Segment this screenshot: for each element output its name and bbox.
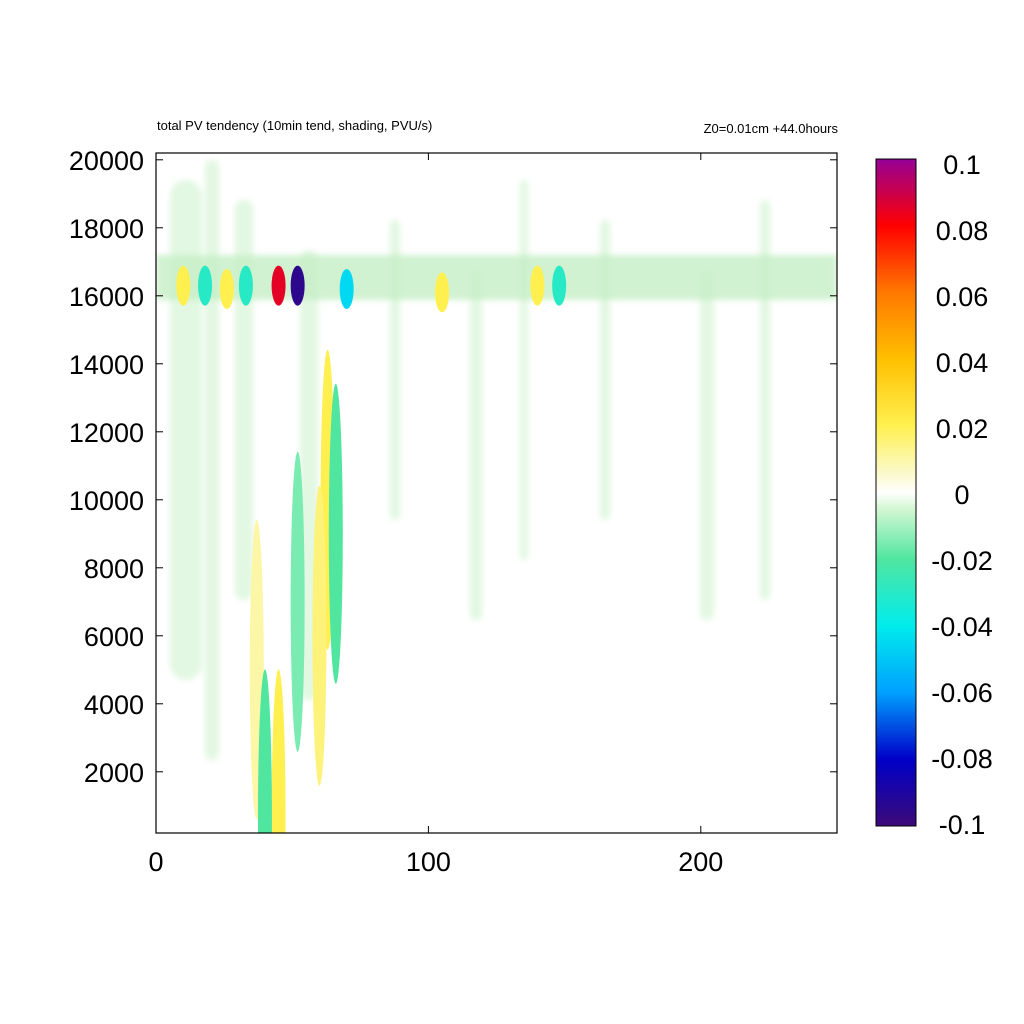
y-tick-label: 12000 [69,418,144,448]
colorbar-tick-label: -0.06 [931,678,993,708]
heatmap-cell [170,180,202,680]
heatmap-cell [470,270,482,620]
colorbar-tick-label: 0.02 [936,414,989,444]
colorbar-tick-label: 0.1 [943,150,981,180]
heatmap-cell [198,265,213,306]
y-tick-label: 20000 [69,146,144,176]
heatmap-cell [328,383,343,684]
x-tick-label: 0 [148,847,163,877]
y-tick-label: 4000 [84,690,144,720]
heatmap-cell [520,180,528,560]
chart-subtitle: Z0=0.01cm +44.0hours [703,121,838,136]
heatmap-cell [435,272,450,313]
heatmap-cell [312,485,327,786]
colorbar-tick-label: -0.1 [939,810,986,840]
colorbar-tick-label: 0 [954,480,969,510]
plot-frame [155,152,838,834]
y-tick-label: 8000 [84,554,144,584]
y-tick-label: 18000 [69,214,144,244]
heatmap-cell [176,265,191,306]
y-tick-label: 14000 [69,350,144,380]
heatmap-cell [205,160,219,760]
heatmap-cell [257,669,272,833]
axis-ticks: 0 100 200 2000 4000 6000 8000 10000 12000 14000 16… [69,146,837,877]
heatmap-cell [219,269,234,309]
heatmap-field [156,160,837,833]
y-tick-label: 10000 [69,486,144,516]
heatmap-cell [290,265,305,306]
heatmap-cell [339,269,354,309]
colorbar-tick-label: -0.08 [931,744,993,774]
colorbar-tick-label: 0.06 [936,282,989,312]
colorbar-labels: 0.1 0.08 0.06 0.04 0.02 0 -0.02 -0.04 -0.06 -0.08… [931,150,993,840]
colorbar-tick-label: -0.04 [931,612,993,642]
heatmap-cell [290,451,305,752]
heatmap-cell [271,265,286,306]
colorbar-tick-label: 0.08 [936,216,989,246]
y-tick-label: 6000 [84,622,144,652]
colorbar-tick-label: 0.04 [936,348,989,378]
heatmap-cell [238,265,253,306]
x-tick-label: 200 [678,847,723,877]
x-tick-label: 100 [406,847,451,877]
y-tick-label: 2000 [84,758,144,788]
colorbar [875,158,917,827]
chart-title: total PV tendency (10min tend, shading, … [157,118,433,133]
y-tick-label: 16000 [69,282,144,312]
heatmap-cell [552,265,567,306]
heatmap-cell [271,669,286,833]
colorbar-tick-label: -0.02 [931,546,993,576]
heatmap-cell [530,265,545,306]
heatmap-cell [700,270,714,620]
heatmap-cell [156,255,837,300]
